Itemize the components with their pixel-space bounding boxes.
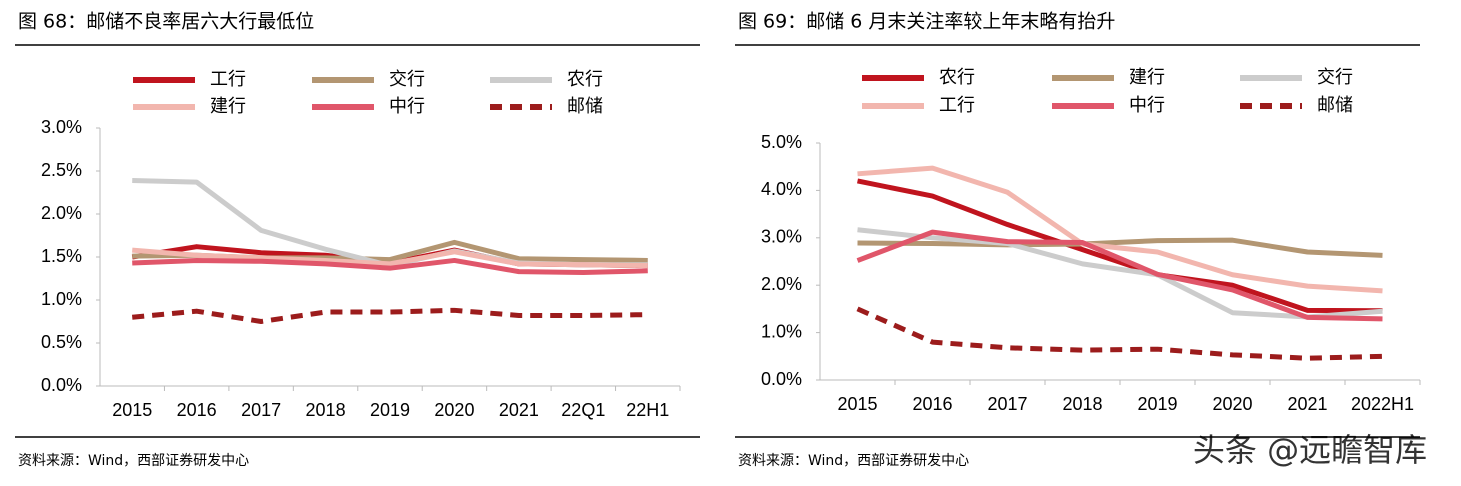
legend-label: 交行	[1317, 67, 1353, 88]
y-tick-label: 3.0%	[761, 227, 802, 247]
series-line	[857, 237, 1383, 258]
y-tick-label: 1.0%	[41, 289, 82, 309]
y-tick-label: 0.5%	[41, 332, 82, 352]
y-tick-label: 2.5%	[41, 160, 82, 180]
x-tick-label: 2019	[1137, 394, 1177, 414]
legend-label: 工行	[939, 95, 975, 116]
series-line	[132, 257, 648, 275]
x-tick-label: 2015	[112, 400, 152, 420]
legend-label: 建行	[1129, 67, 1165, 88]
x-tick-label: 2016	[912, 394, 952, 414]
x-tick-label: 2017	[987, 394, 1027, 414]
y-tick-label: 1.0%	[761, 321, 802, 341]
series-line	[132, 247, 648, 269]
series-line	[132, 177, 648, 269]
y-tick-label: 0.0%	[761, 369, 802, 389]
source: 资料来源：Wind，西部证券研发中心	[738, 453, 969, 469]
series-line	[857, 165, 1383, 294]
y-tick-label: 1.5%	[41, 246, 82, 266]
y-tick-label: 2.0%	[41, 203, 82, 223]
x-tick-label: 2018	[306, 400, 346, 420]
y-tick-label: 0.0%	[41, 375, 82, 395]
legend-label: 工行	[210, 69, 246, 90]
legend-label: 中行	[389, 96, 425, 117]
x-tick-label: 2021	[499, 400, 539, 420]
series-line	[856, 306, 1383, 361]
chart-title: 图 68：邮储不良率居六大行最低位	[18, 11, 314, 33]
x-tick-label: 2017	[241, 400, 281, 420]
series-line	[857, 178, 1383, 314]
x-tick-label: 2021	[1287, 394, 1327, 414]
y-tick-label: 5.0%	[761, 132, 802, 152]
x-tick-label: 2020	[434, 400, 474, 420]
chart-title: 图 69：邮储 6 月末关注率较上年末略有抬升	[738, 11, 1115, 33]
x-tick-label: 22Q1	[561, 400, 605, 420]
legend-label: 农行	[939, 67, 975, 88]
series-line	[131, 307, 648, 324]
legend-label: 邮储	[567, 96, 603, 117]
x-tick-label: 2018	[1062, 394, 1102, 414]
y-tick-label: 2.0%	[761, 274, 802, 294]
source: 资料来源：Wind，西部证券研发中心	[18, 453, 249, 469]
series-line	[856, 229, 1383, 322]
x-tick-label: 22H1	[626, 400, 669, 420]
series-line	[857, 227, 1383, 320]
y-tick-label: 4.0%	[761, 179, 802, 199]
legend-label: 中行	[1129, 95, 1165, 116]
x-tick-label: 2016	[177, 400, 217, 420]
legend-label: 邮储	[1317, 95, 1353, 116]
y-tick-label: 3.0%	[41, 117, 82, 137]
x-tick-label: 2019	[370, 400, 410, 420]
legend-label: 交行	[389, 69, 425, 90]
legend-label: 农行	[567, 69, 603, 90]
x-tick-label: 2022H1	[1351, 394, 1414, 414]
x-tick-label: 2015	[837, 394, 877, 414]
x-tick-label: 2020	[1212, 394, 1252, 414]
legend-label: 建行	[210, 96, 246, 117]
